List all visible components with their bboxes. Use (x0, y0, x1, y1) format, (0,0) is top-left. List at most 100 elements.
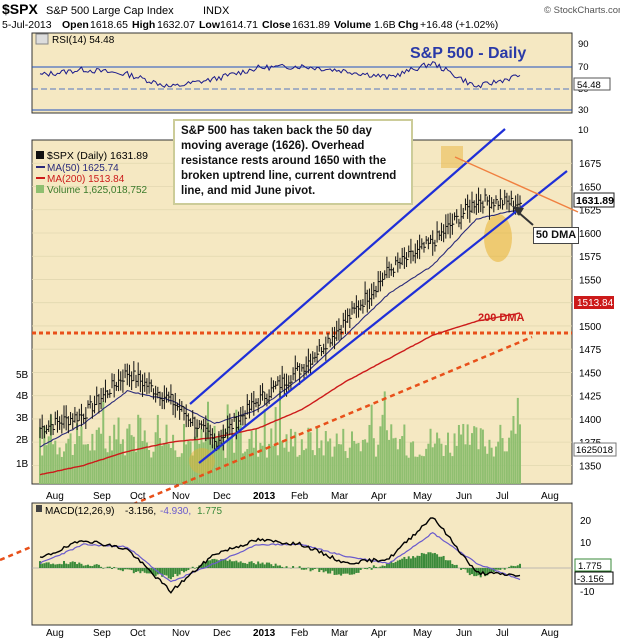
macd-hist-bar (41, 564, 43, 568)
macd-hist-bar (286, 566, 288, 568)
macd-hist-bar (331, 568, 333, 571)
macd-hist-bar (320, 568, 322, 570)
volume-bar (469, 445, 471, 484)
volume-bar (118, 418, 120, 484)
macd-hist-bar (39, 561, 41, 568)
macd-hist-bar (340, 568, 342, 576)
index-name: S&P 500 Large Cap Index (46, 5, 174, 17)
macd-hist-bar (467, 568, 469, 573)
volume-bar (139, 418, 141, 484)
macd-hist-bar (137, 568, 139, 571)
macd-hist-bar (299, 566, 301, 568)
macd-hist-bar (338, 568, 340, 574)
volume-bar (497, 442, 499, 484)
macd-hist-bar (122, 568, 124, 571)
macd-hist-bar (456, 565, 458, 568)
vol-tick-1b: 1B (16, 459, 29, 470)
volume-bar (427, 444, 429, 484)
macd-hist-bar (275, 564, 277, 568)
macd-hist-bar (231, 561, 233, 568)
low-value: 1614.71 (220, 19, 258, 31)
macd-hist-bar (395, 562, 397, 568)
volume-bar (334, 447, 336, 484)
volume-bar (517, 398, 519, 484)
macd-hist-bar (464, 568, 466, 569)
volume-bar (458, 425, 460, 484)
volume-bar (329, 439, 331, 484)
volume-bar (382, 415, 384, 484)
volume-bar (294, 432, 296, 484)
macd-hist-bar (412, 556, 414, 568)
volume-bar (484, 446, 486, 484)
macd-hist-bar (111, 568, 113, 569)
volume-bar (310, 432, 312, 484)
high-label: High (132, 19, 155, 31)
macd-hist-bar (371, 568, 373, 570)
volume-bar (161, 446, 163, 484)
volume-bar (176, 457, 178, 484)
macd-hist-bar (46, 562, 48, 568)
macd-hist-bar (70, 562, 72, 568)
macd-hist-bar (495, 568, 497, 570)
macd-hist-bar (135, 568, 137, 572)
volume-bar (279, 391, 281, 484)
month-label-aug: Aug (46, 491, 64, 502)
month-label-nov: Nov (172, 628, 190, 639)
month-label-apr: Apr (371, 491, 387, 502)
volume-bar (126, 429, 128, 484)
macd-hist-bar (419, 556, 421, 568)
macd-hist-bar (401, 559, 403, 568)
macd-hist-bar (89, 566, 91, 568)
macd-hist-bar (310, 568, 312, 571)
volume-bar (48, 436, 50, 484)
volume-bar (233, 453, 235, 484)
macd-hist-bar (96, 564, 98, 568)
macd-hist-bar (176, 568, 178, 576)
volume-bar (327, 441, 329, 484)
month-label-oct: Oct (130, 628, 146, 639)
volume-bar (131, 435, 133, 484)
volume-bar (462, 424, 464, 484)
macd-hist-bar (373, 565, 375, 568)
macd-legend-prefix: MACD(12,26,9) (45, 506, 114, 517)
macd-hist-bar (499, 568, 501, 570)
volume-bar (231, 436, 233, 484)
volume-bar (146, 443, 148, 484)
macd-hist-bar (113, 567, 115, 568)
month-label-feb: Feb (291, 628, 309, 639)
macd-hist-bar (360, 568, 362, 570)
price-tick-1450: 1450 (579, 368, 602, 379)
macd-hist-bar (347, 568, 349, 574)
volume-bar (416, 457, 418, 484)
macd-icon (36, 505, 42, 512)
volume-bar (115, 439, 117, 484)
price-tick-1675: 1675 (579, 159, 602, 170)
macd-hist-bar (427, 552, 429, 568)
volume-bar (499, 425, 501, 484)
macd-hist-bar (187, 568, 189, 570)
volume-bar (480, 428, 482, 484)
volume-bar (491, 448, 493, 484)
volume-bar (80, 427, 82, 484)
last-price-value: 1631.89 (576, 195, 614, 207)
macd-hist-bar (327, 568, 329, 574)
macd-hist-bar (59, 564, 61, 568)
volume-bar (301, 439, 303, 484)
volume-bar (56, 454, 58, 484)
macd-hist-bar (174, 568, 176, 574)
volume-bar (488, 440, 490, 484)
macd-hist-bar (408, 556, 410, 568)
last-ma200-value: 1513.84 (577, 298, 614, 309)
volume-bar (83, 444, 85, 484)
volume-bar (375, 457, 377, 484)
macd-hist-bar (445, 560, 447, 568)
macd-hist-bar (181, 568, 183, 571)
volume-bar (395, 438, 397, 484)
macd-hist-bar (382, 566, 384, 568)
price-tick-1425: 1425 (579, 392, 602, 403)
volume-bar (102, 401, 104, 484)
macd-hist-bar (257, 561, 259, 568)
macd-hist-bar (517, 565, 519, 568)
